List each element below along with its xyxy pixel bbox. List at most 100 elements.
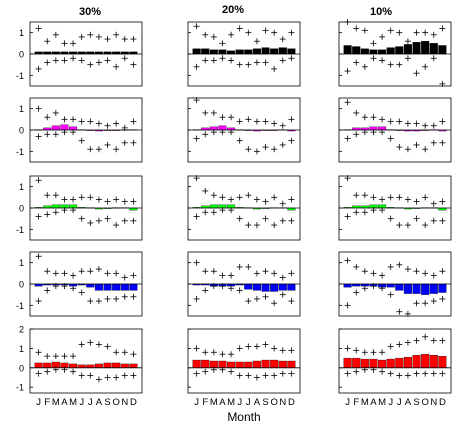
lower-marker-c1-r1-8 (253, 59, 260, 66)
x-tick-label-c2-r5-1: J (345, 397, 350, 408)
x-tick-label-c2-r5-9: S (413, 397, 419, 408)
upper-marker-c1-r2-5 (228, 114, 235, 121)
upper-marker-c0-r2-2 (44, 114, 51, 121)
upper-marker-c1-r1-5 (228, 31, 235, 38)
panel-c1-r2 (187, 97, 301, 163)
upper-marker-c1-r2-3 (210, 109, 217, 116)
bar-c1-r1-1 (192, 48, 201, 55)
upper-marker-c2-r3-12 (439, 198, 446, 205)
bar-c2-r1-10 (421, 41, 430, 55)
lower-marker-c1-r1-3 (210, 57, 217, 64)
bar-c2-r1-5 (378, 49, 387, 55)
upper-marker-c2-r3-4 (370, 194, 377, 201)
lower-marker-c2-r5-2 (353, 368, 360, 375)
y-tick-label: 0 (19, 363, 24, 373)
y-tick-label: 1 (19, 28, 24, 38)
lower-marker-c0-r2-11 (121, 139, 128, 146)
lower-marker-c1-r1-9 (262, 59, 269, 66)
upper-marker-c1-r1-4 (219, 40, 226, 47)
bar-c1-r5-10 (270, 359, 279, 368)
upper-marker-c0-r2-12 (130, 118, 137, 125)
bar-c0-r5-12 (129, 363, 138, 368)
upper-marker-c0-r3-8 (95, 196, 102, 203)
lower-marker-c1-r4-11 (279, 291, 286, 298)
x-tick-label-c0-r5-1: J (36, 397, 41, 408)
upper-marker-c2-r1-3 (361, 27, 368, 34)
lower-marker-c2-r4-8 (404, 310, 411, 317)
upper-marker-c1-r3-8 (253, 196, 260, 203)
upper-marker-c2-r4-3 (361, 268, 368, 275)
y-tick-label: 1 (19, 182, 24, 192)
lower-marker-c2-r1-6 (387, 61, 394, 68)
upper-marker-c1-r2-7 (245, 116, 252, 123)
upper-marker-c0-r5-10 (113, 349, 120, 356)
lower-marker-c2-r1-8 (404, 55, 411, 62)
panel-c2-r2 (338, 97, 452, 163)
upper-marker-c2-r2-8 (404, 120, 411, 127)
bar-c1-r5-11 (278, 360, 287, 368)
upper-marker-c0-r5-2 (44, 353, 51, 360)
bar-c0-r4-8 (94, 283, 103, 291)
bar-c0-r4-11 (120, 283, 129, 291)
x-tick-label-c2-r5-6: J (388, 397, 393, 408)
upper-marker-c0-r2-7 (87, 118, 94, 125)
lower-marker-c1-r3-2 (202, 209, 209, 216)
bar-c1-r1-12 (287, 48, 296, 55)
lower-marker-c2-r4-2 (353, 289, 360, 296)
lower-marker-c2-r2-12 (439, 139, 446, 146)
lower-marker-c2-r1-10 (422, 63, 429, 70)
upper-marker-c1-r4-5 (228, 272, 235, 279)
lower-marker-c0-r2-7 (87, 146, 94, 153)
bar-c2-r4-1 (343, 283, 352, 288)
lower-marker-c0-r3-4 (61, 207, 68, 214)
upper-marker-c0-r3-2 (44, 192, 51, 199)
upper-marker-c2-r5-4 (370, 349, 377, 356)
x-tick-label-c2-r5-7: J (397, 397, 402, 408)
lower-marker-c0-r2-1 (35, 133, 42, 140)
bar-c1-r1-7 (244, 49, 253, 55)
x-tick-label-c0-r5-2: F (44, 397, 50, 408)
lower-marker-c2-r5-11 (430, 370, 437, 377)
upper-marker-c0-r4-3 (52, 270, 59, 277)
upper-marker-c0-r1-11 (121, 36, 128, 43)
upper-marker-c1-r3-7 (245, 192, 252, 199)
bar-c2-r5-3 (360, 358, 369, 368)
bar-c1-r1-4 (218, 49, 227, 55)
upper-marker-c1-r1-8 (253, 38, 260, 45)
lower-marker-c2-r4-10 (422, 300, 429, 307)
x-tick-label-c0-r5-3: M (52, 397, 60, 408)
bar-c2-r5-2 (352, 357, 361, 368)
x-tick-label-c2-r5-10: O (421, 397, 428, 408)
lower-marker-c1-r2-12 (288, 137, 295, 144)
lower-marker-c0-r2-4 (61, 129, 68, 136)
lower-marker-c2-r3-11 (430, 217, 437, 224)
upper-marker-c1-r3-11 (279, 200, 286, 207)
bar-c1-r4-10 (270, 283, 279, 292)
lower-marker-c2-r3-8 (404, 222, 411, 229)
panel-c2-r1 (338, 19, 452, 87)
lower-marker-c2-r2-5 (379, 129, 386, 136)
bar-c2-r5-12 (438, 356, 447, 368)
panel-c2-r4 (338, 251, 452, 317)
lower-marker-c0-r5-9 (104, 374, 111, 381)
lower-marker-c2-r1-7 (396, 61, 403, 68)
upper-marker-c2-r5-11 (430, 337, 437, 344)
lower-marker-c0-r4-11 (121, 293, 128, 300)
bar-c2-r1-2 (352, 46, 361, 55)
upper-marker-c0-r4-4 (61, 270, 68, 277)
lower-marker-c1-r2-7 (245, 146, 252, 153)
upper-marker-c0-r2-11 (121, 124, 128, 131)
lower-marker-c2-r1-12 (439, 80, 446, 87)
bar-c2-r4-10 (421, 283, 430, 295)
bar-c1-r1-2 (201, 48, 210, 55)
upper-marker-c2-r2-12 (439, 118, 446, 125)
lower-marker-c1-r5-6 (236, 372, 243, 379)
upper-marker-c0-r4-9 (104, 270, 111, 277)
lower-marker-c1-r2-6 (236, 137, 243, 144)
x-tick-label-c2-r5-5: M (378, 397, 386, 408)
lower-marker-c2-r5-9 (413, 370, 420, 377)
lower-marker-c1-r5-5 (228, 368, 235, 375)
x-tick-label-c1-r5-11: N (279, 397, 286, 408)
upper-marker-c1-r4-6 (236, 263, 243, 270)
lower-marker-c2-r1-11 (430, 55, 437, 62)
